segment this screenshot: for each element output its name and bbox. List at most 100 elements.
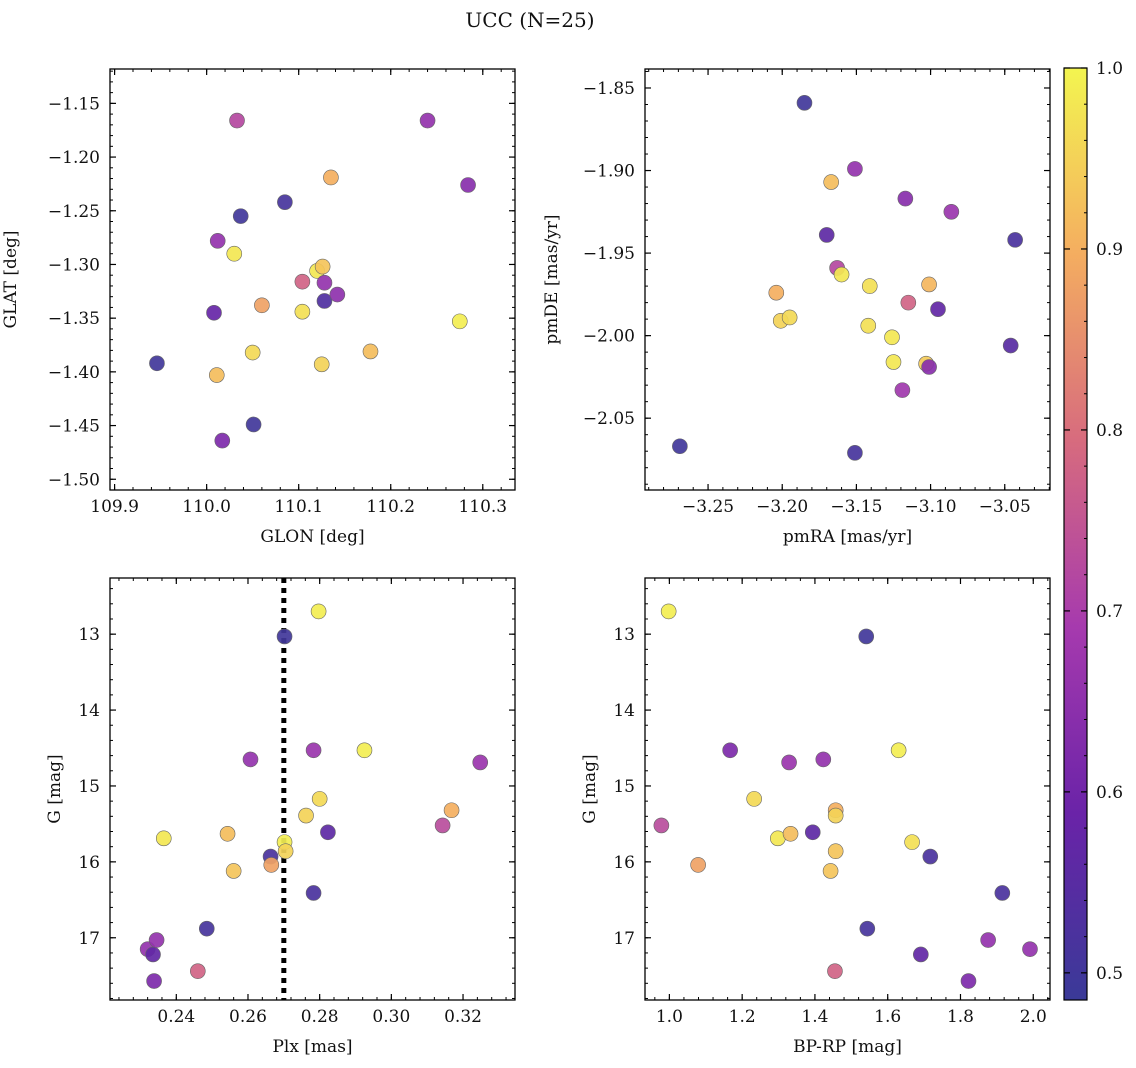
data-point: [316, 293, 333, 309]
x-tick-label: 1.2: [729, 1007, 756, 1027]
panels-layer: 109.9 110.0 110.1 110.2 110.3 −1.50 −1.45 −1.40…: [1, 68, 1051, 1057]
data-point: [884, 329, 900, 346]
data-point: [827, 807, 844, 824]
y-axis-label: G [mag]: [580, 754, 600, 823]
data-point: [922, 848, 939, 865]
panel-bottom-left: 0.24 0.26 0.28 0.30 0.32 13 14 15 16 17 Plx [mas] G…: [45, 577, 516, 1057]
data-point: [225, 863, 242, 879]
points-layer: [149, 112, 476, 449]
colorbar-tick-label: 0.6: [1096, 783, 1123, 803]
data-point: [796, 95, 813, 111]
data-point: [316, 274, 333, 291]
y-tick-label: −1.30: [48, 255, 100, 275]
points-layer: [672, 95, 1023, 461]
data-point: [219, 825, 236, 842]
y-tick-label: −1.15: [48, 94, 100, 114]
points-layer: [653, 603, 1038, 989]
data-point: [242, 751, 259, 768]
y-tick-label: −1.85: [583, 79, 635, 99]
data-point: [190, 963, 206, 979]
data-point: [1007, 232, 1023, 248]
y-tick-label: −2.05: [583, 409, 635, 429]
data-point: [827, 843, 844, 860]
data-point: [722, 742, 738, 759]
x-tick-label: 110.1: [274, 497, 323, 517]
data-point: [827, 963, 843, 979]
data-point: [472, 754, 489, 771]
data-point: [149, 355, 165, 372]
data-point: [460, 177, 476, 193]
data-point: [913, 946, 929, 963]
figure-title: UCC (N=25): [465, 8, 594, 32]
colorbar-tick-label: 0.5: [1096, 964, 1123, 984]
data-point: [660, 603, 677, 620]
x-axis-label: GLON [deg]: [260, 527, 364, 547]
panel-top-right: −3.25 −3.20 −3.15 −3.10 −3.05 −2.05 −2.00 −1.95…: [542, 68, 1051, 547]
data-point: [294, 273, 311, 290]
data-point: [329, 286, 346, 303]
data-point: [804, 824, 821, 841]
colorbar-tick-label: 0.7: [1096, 602, 1123, 622]
y-tick-label: −1.95: [583, 244, 635, 264]
data-point: [847, 445, 863, 461]
data-point: [226, 245, 243, 262]
x-tick-label: 0.32: [444, 1007, 482, 1027]
data-point: [781, 754, 797, 771]
data-point: [894, 382, 911, 398]
data-point: [823, 174, 839, 190]
axes-frame: [109, 577, 516, 1001]
y-tick-label: 17: [78, 929, 100, 949]
data-point: [451, 313, 468, 330]
colorbar-tick-label: 0.9: [1096, 240, 1123, 260]
data-point: [277, 843, 294, 860]
y-tick-label: 16: [78, 853, 100, 873]
data-point: [960, 973, 977, 989]
x-tick-label: −3.25: [682, 497, 734, 517]
axes-frame: [109, 68, 516, 491]
x-tick-label: −3.15: [830, 497, 882, 517]
data-point: [672, 438, 688, 455]
data-point: [921, 276, 937, 293]
y-tick-label: −1.50: [48, 470, 100, 490]
y-tick-label: −1.25: [48, 202, 100, 222]
x-tick-label: 110.3: [458, 497, 507, 517]
y-tick-label: −2.00: [583, 327, 635, 347]
data-point: [859, 920, 876, 937]
panel-bottom-right: 1.0 1.2 1.4 1.6 1.8 2.0 13 14 15 16 17 BP-RP [mag] G…: [580, 577, 1051, 1057]
data-point: [994, 885, 1011, 901]
data-point: [1022, 941, 1038, 957]
x-tick-label: 0.26: [229, 1007, 267, 1027]
data-point: [847, 161, 863, 177]
data-point: [208, 367, 225, 383]
y-tick-label: 15: [613, 777, 635, 797]
x-tick-label: 0.28: [301, 1007, 339, 1027]
data-point: [781, 309, 798, 326]
data-point: [277, 194, 293, 210]
y-tick-label: −1.45: [48, 417, 100, 437]
data-point: [311, 791, 328, 807]
data-point: [155, 830, 172, 847]
data-point: [146, 973, 162, 989]
points-layer: [139, 603, 489, 989]
data-point: [313, 356, 330, 373]
data-point: [980, 932, 996, 948]
y-axis-label: GLAT [deg]: [1, 230, 21, 328]
data-point: [833, 266, 850, 283]
data-point: [314, 258, 331, 275]
y-tick-label: −1.90: [583, 162, 635, 182]
data-point: [653, 817, 670, 834]
x-tick-label: 110.0: [182, 497, 231, 517]
y-tick-label: −1.40: [48, 363, 100, 383]
x-axis-label: BP-RP [mag]: [793, 1037, 902, 1057]
data-point: [263, 857, 280, 873]
data-point: [897, 190, 914, 207]
data-point: [768, 284, 785, 301]
x-axis-label: pmRA [mas/yr]: [783, 527, 912, 547]
x-tick-label: 1.0: [656, 1007, 683, 1027]
y-axis-label: G [mag]: [45, 754, 65, 823]
x-tick-label: 109.9: [90, 497, 139, 517]
x-tick-label: 0.24: [157, 1007, 195, 1027]
data-point: [229, 112, 245, 129]
axes-frame: [644, 577, 1051, 1001]
